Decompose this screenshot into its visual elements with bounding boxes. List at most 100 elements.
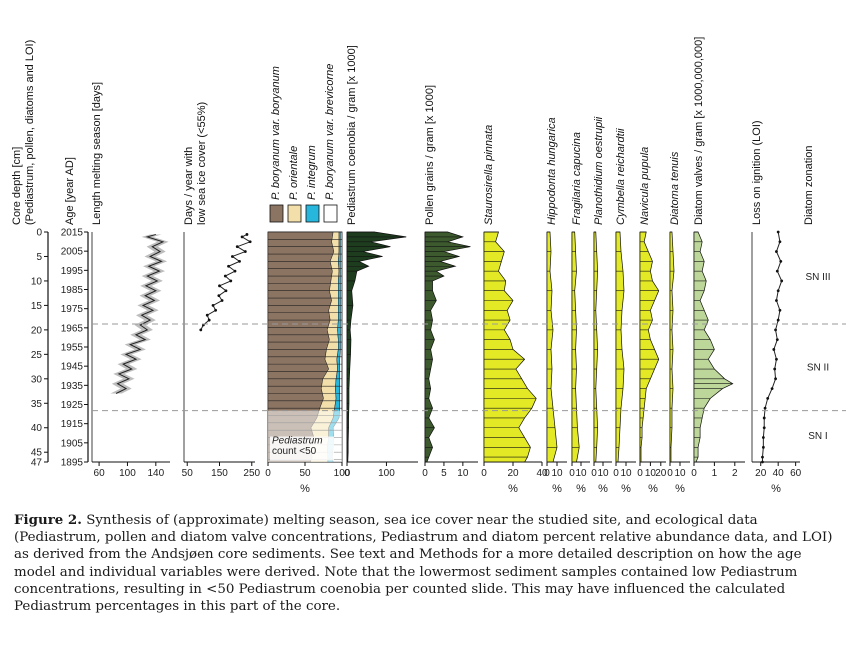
point-ice: [211, 304, 215, 307]
legend-label: P. boryanum var. boryanum: [270, 66, 282, 200]
point-ice: [238, 259, 241, 263]
legend-label: P. orientale: [288, 146, 300, 200]
x-tick-label: 0: [569, 468, 575, 479]
x-tick-label: 0: [265, 468, 271, 479]
point-ice: [217, 294, 221, 298]
point-loi: [775, 269, 779, 273]
zone-label: SN II: [807, 363, 829, 374]
panel-label-navic: Navicula pupula: [639, 147, 651, 225]
x-tick-label: 0: [591, 468, 597, 479]
x-unit-label: %: [648, 483, 658, 495]
x-tick-label: 0: [637, 468, 643, 479]
age-tick-label: 1925: [61, 400, 84, 411]
point-loi: [776, 289, 780, 293]
x-unit-label: %: [552, 483, 562, 495]
ped-annotation: count <50: [272, 446, 317, 457]
point-loi: [773, 367, 777, 371]
panel-label-ice: Days / year with: [183, 147, 195, 225]
point-ice: [243, 250, 247, 253]
point-ice: [214, 308, 218, 312]
point-ice: [229, 279, 233, 283]
depth-tick-label: 25: [31, 350, 43, 361]
point-loi: [761, 445, 765, 449]
x-tick-label: 50: [182, 468, 194, 479]
x-tick-label: 5: [441, 468, 447, 479]
zone-label: SN I: [808, 431, 827, 442]
zonation-label: Diatom zonation: [803, 146, 815, 226]
legend-swatch: [305, 204, 320, 223]
point-ice: [199, 328, 203, 332]
x-tick-label: 20: [655, 468, 667, 479]
point-ice: [218, 284, 221, 288]
point-loi: [761, 460, 764, 464]
panel-label-cymb: Cymbella reichardtii: [615, 128, 627, 225]
x-tick-label: 100: [378, 468, 395, 479]
point-loi: [778, 308, 782, 312]
x-tick-label: 10: [620, 468, 632, 479]
x-tick-label: 60: [790, 468, 802, 479]
point-ice: [205, 313, 209, 317]
legend-swatch: [269, 204, 284, 223]
x-tick-label: 10: [551, 468, 563, 479]
x-unit-label: %: [576, 483, 586, 495]
panel-sublabel-ice: low sea ice cover (<55%): [196, 102, 208, 225]
depth-tick-label: 35: [31, 399, 43, 410]
point-ice: [245, 233, 249, 236]
point-loi: [770, 387, 774, 390]
area-hippo: [546, 231, 558, 463]
ped-annotation-bg: [270, 436, 334, 461]
x-tick-label: 0: [422, 468, 428, 479]
depth-tick-label: 15: [31, 301, 43, 312]
point-loi: [774, 328, 777, 332]
point-loi: [775, 338, 779, 342]
depth-tick-label: 10: [31, 276, 43, 287]
x-tick-label: 2: [732, 468, 738, 479]
x-tick-label: 40: [536, 468, 548, 479]
x-tick-label: 0: [344, 468, 350, 479]
x-unit-label: %: [598, 483, 608, 495]
age-tick-label: 1955: [61, 343, 84, 354]
curve-melt: [115, 233, 165, 394]
x-tick-label: 0: [691, 468, 697, 479]
x-tick-label: 50: [299, 468, 311, 479]
point-loi: [761, 455, 764, 459]
age-tick-label: 1905: [61, 438, 84, 449]
point-loi: [772, 348, 776, 351]
x-tick-label: 10: [645, 468, 657, 479]
depth-axis-sublabel: (Pediastrum, pollen, diatoms and LOI): [24, 40, 36, 225]
area-cymb: [615, 231, 625, 463]
age-tick-label: 1945: [61, 362, 84, 373]
area-navic: [639, 231, 660, 463]
caption-text: Synthesis of (approximate) melting seaso…: [14, 513, 833, 615]
point-ice: [223, 274, 227, 278]
age-tick-label: 2015: [61, 228, 84, 239]
age-tick-label: 1935: [61, 381, 84, 392]
x-tick-label: 10: [674, 468, 686, 479]
point-loi: [778, 240, 782, 244]
depth-tick-label: 20: [31, 325, 43, 336]
ped-annotation: Pediastrum: [272, 435, 323, 446]
area-diatt: [669, 231, 675, 463]
area-fragi: [571, 231, 580, 463]
depth-tick-label: 40: [31, 423, 43, 434]
point-loi: [775, 299, 778, 302]
x-unit-label: %: [771, 483, 781, 495]
panel-label-pollen: Pollen grains / gram [x 1000]: [424, 85, 436, 225]
age-axis-label: Age [year AD]: [64, 157, 76, 225]
panel-label-loi: Loss on ignition (LOI): [751, 120, 763, 225]
point-ice: [227, 264, 230, 268]
depth-tick-label: 45: [31, 448, 43, 459]
zone-label: SN III: [805, 272, 830, 283]
panel-label-plano: Planothidium oestrupii: [593, 116, 605, 225]
x-tick-label: 100: [119, 468, 136, 479]
point-loi: [776, 318, 780, 322]
point-loi: [774, 377, 777, 381]
legend-label: P. boryanum var. brevicorne: [324, 64, 336, 200]
depth-tick-label: 47: [31, 458, 43, 469]
depth-tick-label: 0: [36, 228, 42, 239]
x-tick-label: 140: [147, 468, 164, 479]
area-stauro: [483, 231, 537, 463]
x-tick-label: 1: [712, 468, 718, 479]
age-tick-label: 1985: [61, 285, 84, 296]
panel-label-stauro: Staurosirella pinnata: [483, 125, 495, 225]
